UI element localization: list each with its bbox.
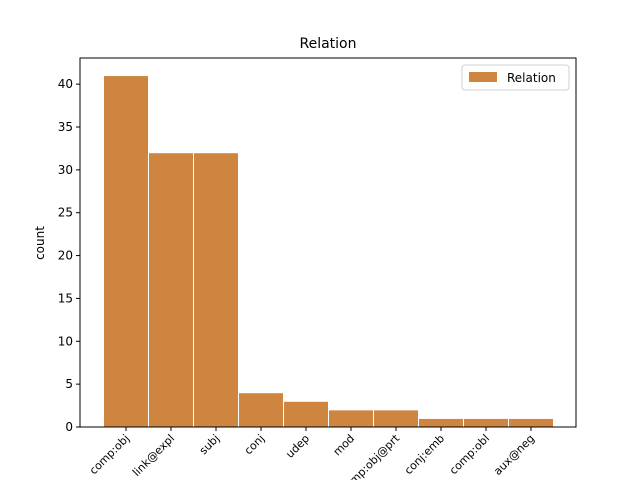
bar (418, 417, 464, 428)
y-tick-label: 0 (65, 420, 73, 434)
legend-label: Relation (507, 71, 556, 85)
y-tick-label: 25 (58, 206, 73, 220)
y-axis-label: count (33, 226, 47, 260)
bar (283, 400, 329, 428)
bar (463, 417, 509, 428)
bar (148, 152, 194, 428)
x-tick-label: conj (242, 432, 267, 457)
x-tick-label: udep (283, 432, 312, 461)
y-tick-label: 5 (65, 377, 73, 391)
y-tick-label: 10 (58, 334, 73, 348)
bar (328, 409, 374, 428)
legend-swatch (469, 72, 497, 82)
bar (373, 409, 419, 428)
x-tick-label: comp:obj (87, 432, 132, 477)
bar (238, 392, 284, 428)
bar (508, 417, 554, 428)
y-tick-label: 20 (58, 249, 73, 263)
x-tick-label: conj:emb (402, 432, 447, 477)
bar (193, 152, 239, 428)
axes-frame (79, 57, 577, 428)
legend-box (461, 64, 570, 91)
y-tick-label: 30 (58, 163, 73, 177)
y-tick-label: 35 (58, 120, 73, 134)
x-tick-label: subj (197, 432, 222, 457)
x-tick-label: comp:obl (447, 432, 492, 477)
x-tick-label: mod (331, 432, 357, 458)
y-tick-label: 15 (58, 291, 73, 305)
y-tick-label: 40 (58, 77, 73, 91)
x-tick-label: aux@neg (491, 432, 537, 478)
x-tick-label: link@expl (130, 432, 177, 479)
chart-title: Relation (300, 36, 357, 52)
bar (103, 75, 149, 428)
